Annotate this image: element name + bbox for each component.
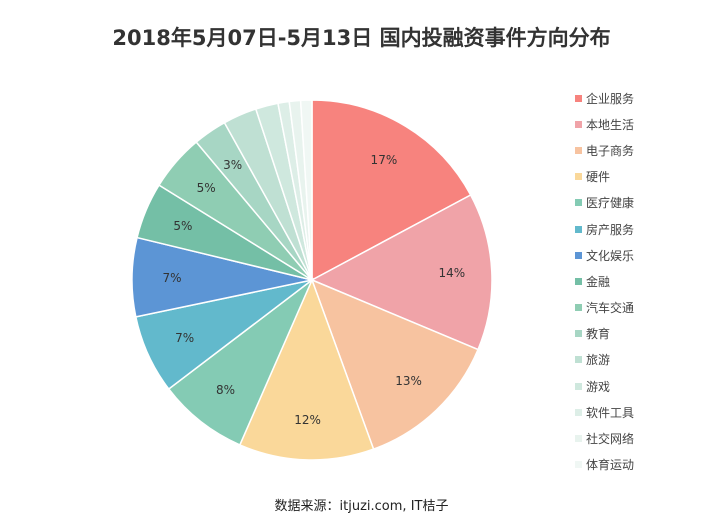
legend-swatch xyxy=(575,120,582,128)
legend-item: 企业服务 xyxy=(575,85,715,111)
pie-data-label: 7% xyxy=(162,270,182,285)
legend-label: 企业服务 xyxy=(586,91,635,106)
legend-swatch xyxy=(575,330,582,338)
pie-slice-2 xyxy=(310,193,493,351)
pie-data-label: 7% xyxy=(175,331,195,346)
legend-item: 游戏 xyxy=(575,373,715,399)
legend-swatch xyxy=(575,408,582,416)
legend-label: 房产服务 xyxy=(586,222,635,237)
pie-slice-3 xyxy=(310,278,480,451)
pie-data-label: 17% xyxy=(370,152,398,167)
legend-label: 汽车交通 xyxy=(586,301,635,316)
legend-label: 文化娱乐 xyxy=(586,248,635,263)
legend-swatch xyxy=(575,94,582,102)
legend-label: 旅游 xyxy=(586,353,611,368)
legend-item: 教育 xyxy=(575,321,715,347)
chart-title: 2018年5月07日-5月13日 国内投融资事件方向分布 xyxy=(112,26,611,50)
pie-data-label: 5% xyxy=(173,218,193,233)
legend-swatch xyxy=(575,251,582,259)
legend-swatch xyxy=(575,461,582,469)
legend-item: 医疗健康 xyxy=(575,190,715,216)
pie-slice-15 xyxy=(299,99,313,281)
legend-item: 汽车交通 xyxy=(575,295,715,321)
legend-swatch xyxy=(575,304,582,312)
legend-label: 金融 xyxy=(586,274,611,289)
legend-swatch xyxy=(575,199,582,207)
legend-label: 硬件 xyxy=(586,170,611,185)
legend-item: 金融 xyxy=(575,268,715,294)
legend-swatch xyxy=(575,382,582,390)
legend-swatch xyxy=(575,435,582,443)
legend-swatch xyxy=(575,146,582,154)
legend-swatch xyxy=(575,225,582,233)
legend: 企业服务本地生活电子商务硬件医疗健康房产服务文化娱乐金融汽车交通教育旅游游戏软件… xyxy=(575,85,715,478)
legend-label: 教育 xyxy=(586,327,611,342)
legend-label: 本地生活 xyxy=(586,117,635,132)
pie-data-label: 5% xyxy=(196,181,216,196)
legend-swatch xyxy=(575,356,582,364)
pie-slice-1 xyxy=(311,99,472,282)
legend-item: 电子商务 xyxy=(575,137,715,163)
pie-data-label: 3% xyxy=(223,157,243,172)
data-source-note: 数据来源：itjuzi.com, IT桔子 xyxy=(274,499,449,514)
legend-item: 软件工具 xyxy=(575,399,715,425)
legend-item: 文化娱乐 xyxy=(575,242,715,268)
legend-item: 硬件 xyxy=(575,164,715,190)
legend-item: 旅游 xyxy=(575,347,715,373)
legend-item: 本地生活 xyxy=(575,111,715,137)
pie-data-label: 14% xyxy=(438,266,466,281)
legend-label: 游戏 xyxy=(586,379,611,394)
pie-data-label: 8% xyxy=(215,383,236,397)
legend-label: 软件工具 xyxy=(586,405,635,420)
legend-item: 社交网络 xyxy=(575,425,715,451)
legend-swatch xyxy=(575,173,582,181)
pie-slice-4 xyxy=(238,277,375,461)
legend-swatch xyxy=(575,277,582,285)
legend-item: 房产服务 xyxy=(575,216,715,242)
legend-label: 社交网络 xyxy=(586,432,635,447)
pie-slice-5 xyxy=(167,277,314,446)
legend-item: 体育运动 xyxy=(575,452,715,478)
legend-label: 体育运动 xyxy=(586,458,635,473)
pie-data-label: 12% xyxy=(294,412,321,427)
legend-label: 医疗健康 xyxy=(586,196,635,211)
legend-label: 电子商务 xyxy=(586,143,635,158)
pie-data-label: 13% xyxy=(395,374,422,389)
